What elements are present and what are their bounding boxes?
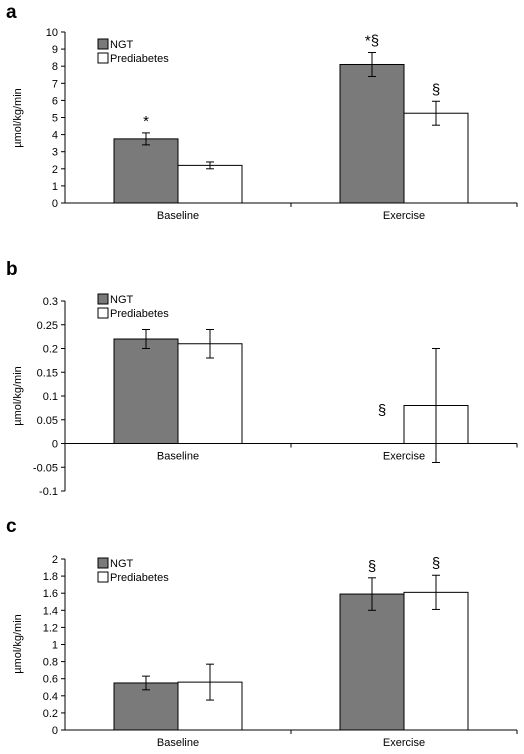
legend-label: NGT: [110, 294, 134, 306]
y-tick-label: 4: [52, 130, 58, 142]
y-tick-label: 6: [52, 95, 58, 107]
y-axis-label: µmol/kg/min: [12, 614, 24, 674]
y-tick-label: 0.2: [43, 708, 58, 720]
y-tick-label: 0: [52, 725, 58, 737]
significance-marker: §: [432, 81, 440, 98]
panel-letter: a: [6, 2, 17, 23]
x-category-label: Exercise: [383, 451, 425, 463]
y-tick-label: 1.4: [43, 605, 58, 617]
panel-c: c µmol/kg/min 0 0.2 0.4 0.6 0.8 1 1.2 1.4 1.6 1.8 2 B…: [6, 516, 518, 749]
y-tick-label: 0.4: [43, 691, 58, 703]
legend-label: NGT: [110, 39, 134, 51]
y-axis-label: µmol/kg/min: [12, 88, 24, 148]
legend-swatch: [97, 52, 109, 64]
panel-letter: c: [6, 516, 17, 537]
legend-swatch: [97, 557, 109, 569]
bar-ngt-baseline: [113, 338, 179, 444]
y-tick-label: 0.3: [43, 296, 58, 308]
bar-ngt-baseline: [113, 682, 179, 731]
significance-marker: *: [143, 113, 149, 130]
legend-swatch: [97, 38, 109, 50]
y-tick-label: 0.05: [37, 415, 58, 427]
bar-ngt-exercise: [339, 63, 405, 204]
y-tick-label: 3: [52, 147, 58, 159]
bar-prediabetes-baseline: [177, 164, 243, 204]
legend-label: Prediabetes: [110, 572, 169, 584]
bar-ngt-baseline: [113, 138, 179, 204]
y-tick-label: 9: [52, 44, 58, 56]
x-category-label: Baseline: [157, 451, 199, 463]
bar-ngt-exercise: [339, 593, 405, 731]
y-tick-label: 5: [52, 113, 58, 125]
y-tick-label: 0: [52, 198, 58, 210]
y-tick-label: 10: [46, 27, 58, 39]
y-tick-label: 1: [52, 640, 58, 652]
bar-prediabetes-baseline: [177, 343, 243, 444]
bar-prediabetes-exercise: [403, 591, 469, 731]
y-tick-label: 0.25: [37, 320, 58, 332]
legend-label: Prediabetes: [110, 308, 169, 320]
y-tick-label: 0.6: [43, 674, 58, 686]
y-tick-label: 1.2: [43, 622, 58, 634]
x-category-label: Baseline: [157, 210, 199, 222]
panel-b: b µmol/kg/min -0.1 -0.05 0 0.05 0.1 0.15 0.2 0.25…: [6, 259, 518, 498]
significance-marker: *§: [365, 33, 379, 50]
y-tick-label: 0.1: [43, 391, 58, 403]
y-tick-label: 1: [52, 181, 58, 193]
legend-swatch: [97, 571, 109, 583]
y-tick-label: 2: [52, 554, 58, 566]
panel-letter: b: [6, 259, 18, 280]
x-category-label: Exercise: [383, 210, 425, 222]
significance-marker: §: [378, 402, 386, 419]
x-category-label: Baseline: [157, 737, 199, 749]
legend-swatch: [97, 293, 109, 305]
y-tick-label: 0.8: [43, 657, 58, 669]
bar-prediabetes-exercise: [403, 112, 469, 204]
legend-label: NGT: [110, 558, 134, 570]
y-tick-label: 8: [52, 61, 58, 73]
y-tick-label: 0.15: [37, 367, 58, 379]
x-category-label: Exercise: [383, 737, 425, 749]
y-tick-label: -0.1: [39, 486, 58, 498]
y-tick-label: 0: [52, 439, 58, 451]
significance-marker: §: [368, 558, 376, 575]
legend-swatch: [97, 307, 109, 319]
significance-marker: §: [432, 555, 440, 572]
y-tick-label: 2: [52, 164, 58, 176]
panel-a: a µmol/kg/min 0 1 2 3 4 5 6 7 8 9 10 * Baseline *§ § Exer…: [6, 2, 518, 222]
y-tick-label: 7: [52, 78, 58, 90]
y-tick-label: 1.6: [43, 588, 58, 600]
y-tick-label: -0.05: [33, 462, 58, 474]
y-tick-label: 0.2: [43, 344, 58, 356]
y-axis-label: µmol/kg/min: [12, 366, 24, 426]
y-tick-label: 1.8: [43, 571, 58, 583]
legend-label: Prediabetes: [110, 53, 169, 65]
